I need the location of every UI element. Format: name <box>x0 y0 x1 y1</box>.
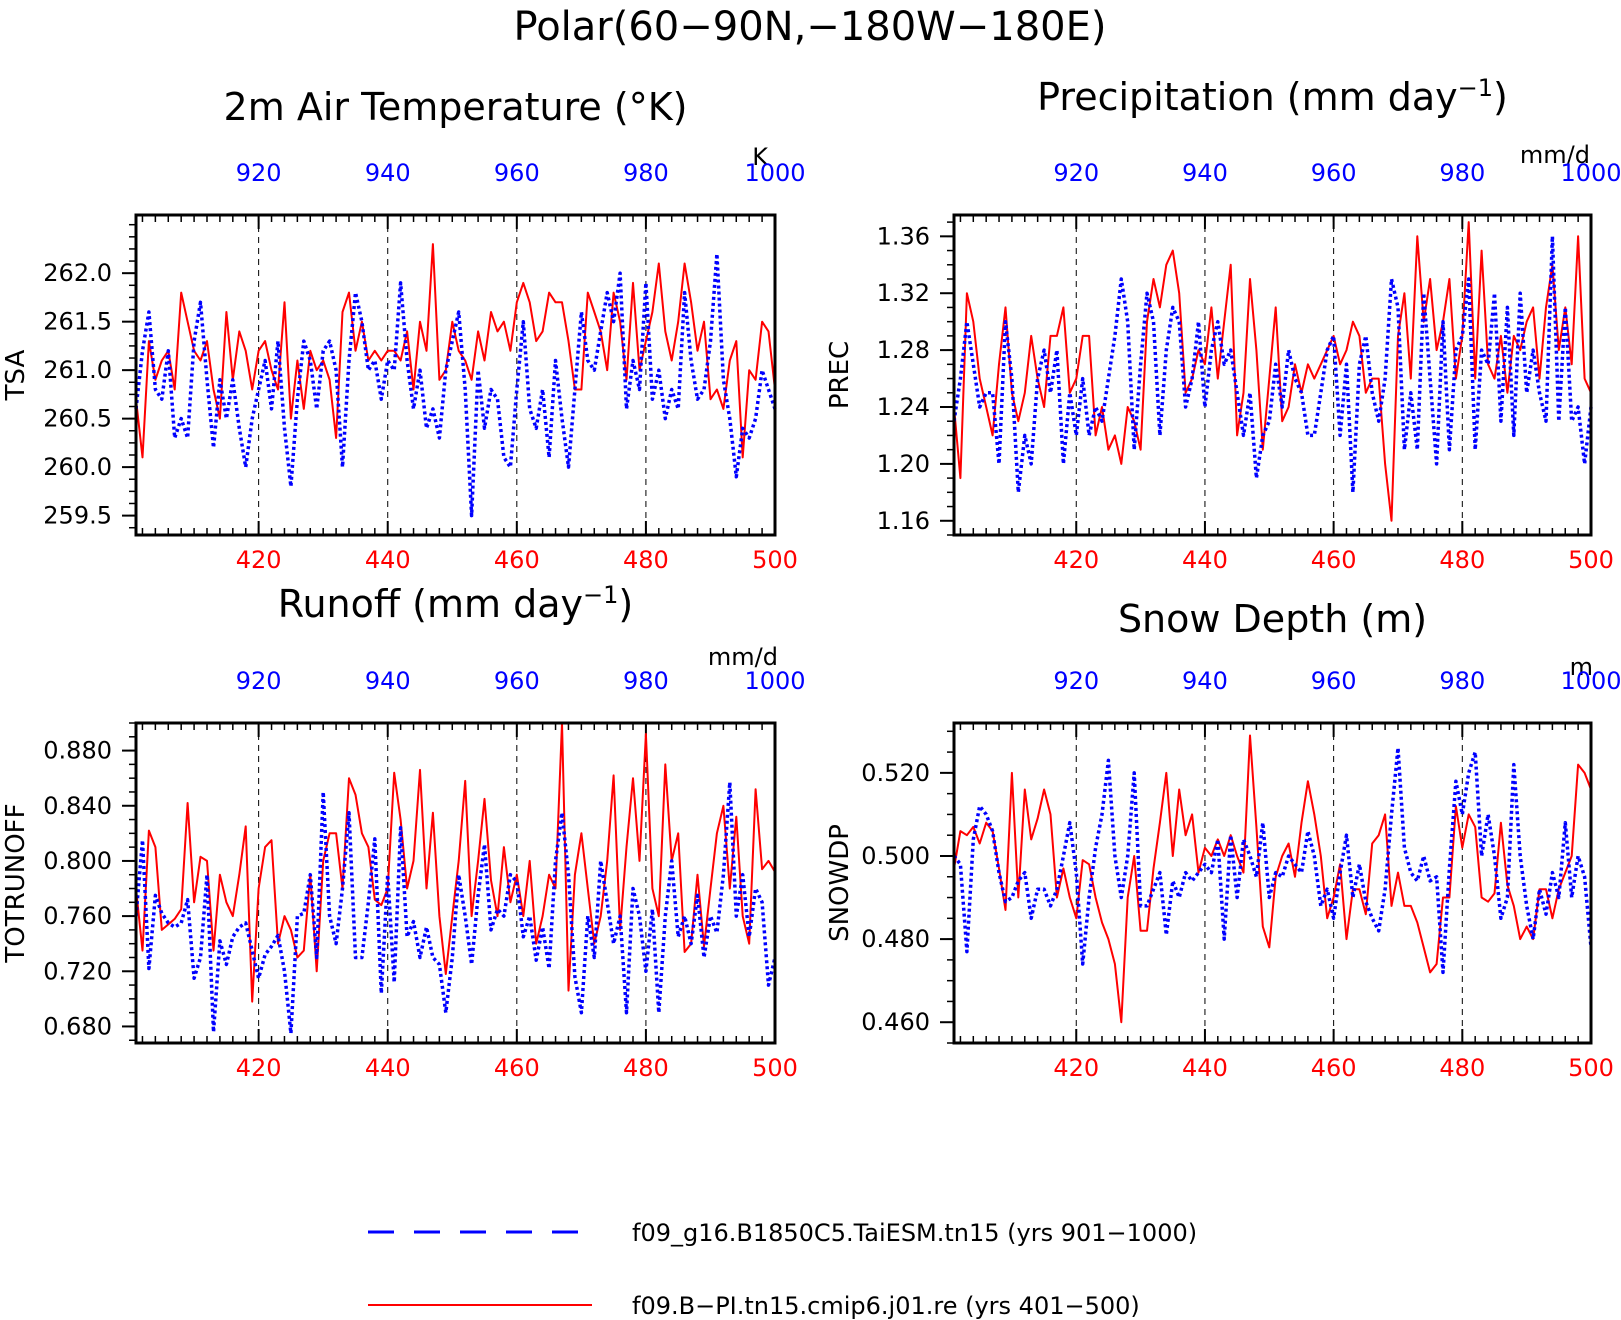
y-tick-label: 259.5 <box>43 502 112 530</box>
x-tick-label-top: 920 <box>236 159 282 187</box>
x-tick-label-top: 980 <box>623 159 669 187</box>
panel-title: Snow Depth (m) <box>1118 597 1427 641</box>
x-tick-label-top: 920 <box>236 667 282 695</box>
x-tick-label-top: 960 <box>1311 159 1357 187</box>
x-tick-label-top: 960 <box>494 159 540 187</box>
y-tick-label: 261.5 <box>43 308 112 336</box>
y-tick-label: 0.480 <box>861 925 930 953</box>
x-tick-label-top: 980 <box>1439 159 1485 187</box>
x-tick-label-top: 940 <box>1182 667 1228 695</box>
x-tick-label-bottom: 420 <box>236 1054 282 1082</box>
units-label: mm/d <box>1520 141 1590 169</box>
x-tick-label-bottom: 440 <box>1182 1054 1228 1082</box>
main-title: Polar(60−90N,−180W−180E) <box>514 4 1107 50</box>
x-tick-label-bottom: 500 <box>752 546 798 574</box>
y-tick-label: 0.500 <box>861 842 930 870</box>
y-axis-label: TOTRUNOFF <box>1 803 31 963</box>
x-tick-label-bottom: 440 <box>1182 546 1228 574</box>
legend-label-taiesm: f09_g16.B1850C5.TaiESM.tn15 (yrs 901−100… <box>632 1219 1197 1247</box>
x-tick-label-bottom: 460 <box>494 1054 540 1082</box>
x-tick-label-bottom: 440 <box>365 1054 411 1082</box>
units-label: mm/d <box>708 643 778 671</box>
series-line-taiesm <box>134 780 777 1036</box>
x-tick-label-bottom: 440 <box>365 546 411 574</box>
x-tick-label-bottom: 420 <box>1053 1054 1099 1082</box>
x-tick-label-bottom: 480 <box>1439 546 1485 574</box>
y-tick-label: 1.20 <box>877 450 930 478</box>
x-tick-label-top: 1000 <box>744 667 805 695</box>
y-axis-label: SNOWDP <box>825 824 855 942</box>
x-tick-label-top: 940 <box>1182 159 1228 187</box>
y-tick-label: 0.720 <box>43 957 112 985</box>
panel-4: Snow Depth (m) m 420 920 440 940 460 960 480 980 5… <box>825 597 1621 1082</box>
x-tick-label-bottom: 480 <box>623 546 669 574</box>
plot-frame <box>952 213 1593 537</box>
series-line-cmip6 <box>953 734 1592 1024</box>
y-tick-label: 0.680 <box>43 1012 112 1040</box>
plot-frame <box>134 721 777 1045</box>
y-tick-label: 0.800 <box>43 847 112 875</box>
x-tick-label-bottom: 480 <box>623 1054 669 1082</box>
plot-frame <box>134 213 777 537</box>
x-tick-label-bottom: 420 <box>1053 546 1099 574</box>
panel-3: Runoff (mm day−1) mm/d 420 920 440 940 460 960 4… <box>1 581 806 1082</box>
y-tick-label: 1.32 <box>877 279 930 307</box>
y-tick-label: 260.5 <box>43 405 112 433</box>
x-tick-label-top: 980 <box>623 667 669 695</box>
units-label: m <box>1570 653 1593 681</box>
panel-1: 2m Air Temperature (°K) K 420 920 440 940 460 9… <box>1 85 806 574</box>
panel-2: Precipitation (mm day−1) mm/d 420 920 440 940… <box>825 74 1621 574</box>
plot-frame <box>952 721 1593 1045</box>
x-tick-label-top: 980 <box>1439 667 1485 695</box>
y-tick-label: 260.0 <box>43 453 112 481</box>
x-tick-label-bottom: 500 <box>1568 546 1614 574</box>
y-tick-label: 0.760 <box>43 902 112 930</box>
y-tick-label: 0.460 <box>861 1008 930 1036</box>
x-tick-label-bottom: 420 <box>236 546 282 574</box>
series-line-taiesm <box>952 234 1593 495</box>
y-tick-label: 1.36 <box>877 222 930 250</box>
series-line-cmip6 <box>135 243 776 459</box>
x-tick-label-bottom: 460 <box>1311 546 1357 574</box>
series-line-taiesm <box>134 252 777 518</box>
x-tick-label-bottom: 460 <box>1311 1054 1357 1082</box>
series-line-taiesm <box>952 746 1593 975</box>
panel-title: Runoff (mm day−1) <box>278 581 633 626</box>
panel-title: 2m Air Temperature (°K) <box>224 85 688 129</box>
panel-title: Precipitation (mm day−1) <box>1037 74 1508 119</box>
legend-label-cmip6: f09.B−PI.tn15.cmip6.j01.re (yrs 401−500) <box>632 1292 1140 1320</box>
y-tick-label: 261.0 <box>43 356 112 384</box>
x-tick-label-top: 960 <box>494 667 540 695</box>
x-tick-label-top: 940 <box>365 667 411 695</box>
x-tick-label-top: 960 <box>1311 667 1357 695</box>
x-tick-label-bottom: 500 <box>1568 1054 1614 1082</box>
y-tick-label: 262.0 <box>43 259 112 287</box>
y-tick-label: 0.520 <box>861 759 930 787</box>
x-tick-label-top: 920 <box>1053 159 1099 187</box>
x-tick-label-bottom: 500 <box>752 1054 798 1082</box>
units-label: K <box>752 143 769 171</box>
y-axis-label: PREC <box>825 341 855 409</box>
series-line-cmip6 <box>135 722 776 1003</box>
y-tick-label: 1.24 <box>877 393 930 421</box>
x-tick-label-top: 1000 <box>1560 159 1621 187</box>
x-tick-label-bottom: 480 <box>1439 1054 1485 1082</box>
x-tick-label-top: 1000 <box>744 159 805 187</box>
y-tick-label: 0.840 <box>43 792 112 820</box>
x-tick-label-bottom: 460 <box>494 546 540 574</box>
legend: f09_g16.B1850C5.TaiESM.tn15 (yrs 901−100… <box>368 1219 1197 1320</box>
y-tick-label: 1.28 <box>877 336 930 364</box>
y-axis-label: TSA <box>1 349 31 401</box>
y-tick-label: 0.880 <box>43 737 112 765</box>
x-tick-label-top: 1000 <box>1560 667 1621 695</box>
x-tick-label-top: 940 <box>365 159 411 187</box>
series-line-cmip6 <box>953 221 1592 522</box>
x-tick-label-top: 920 <box>1053 667 1099 695</box>
y-tick-label: 1.16 <box>877 507 930 535</box>
